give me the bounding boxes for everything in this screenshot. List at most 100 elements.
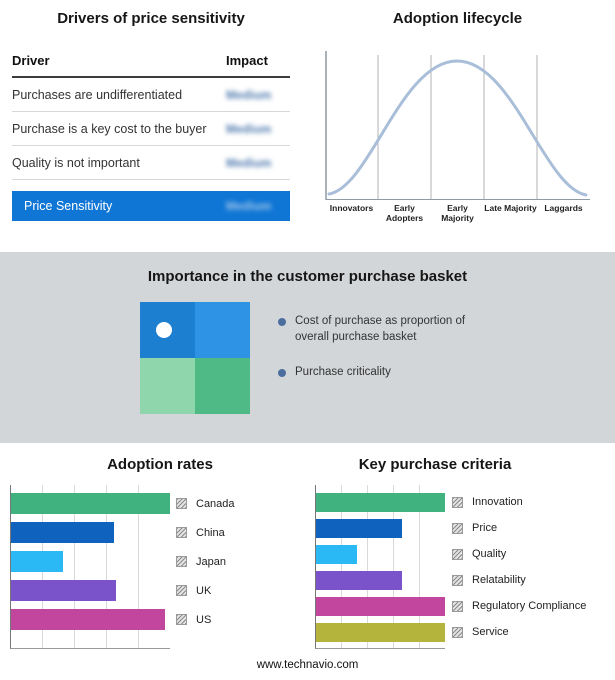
bar-service [316,622,445,642]
driver-cell: Purchase is a key cost to the buyer [12,121,207,136]
legend-label: Canada [196,497,235,510]
basket-legend-item: Cost of purchase as proportion of overal… [278,314,490,345]
bar-slot [11,605,170,634]
legend-label: UK [196,584,212,597]
bullet-icon [278,369,286,378]
bar-slot [316,567,445,593]
legend-row: Relatability [452,567,586,593]
legend-label: Regulatory Compliance [472,600,587,612]
legend-marker-icon [176,556,187,567]
legend-marker-icon [452,600,463,612]
lifecycle-chart [325,51,590,200]
adoption-rates-chart [10,485,170,649]
bar-slot [11,576,170,605]
lifecycle-curve [327,59,588,197]
key-purchase-criteria-chart [315,485,445,649]
bullet-icon [278,318,286,326]
basket-legend-item: Purchase criticality [278,365,490,381]
basket-legend-label: Cost of purchase as proportion of overal… [295,315,466,343]
legend-row: Innovation [452,489,586,515]
purchase-basket-panel: Importance in the customer purchase bask… [0,252,615,443]
bar-relatability [316,570,403,590]
legend-label: Relatability [472,574,526,586]
bar-china [11,522,115,543]
legend-label: Innovation [472,496,523,508]
basket-legend-label: Purchase criticality [295,366,391,379]
adoption-rates-title: Adoption rates [107,456,213,473]
bar-japan [11,551,64,572]
legend-label: Japan [196,555,226,568]
footer-url: www.technavio.com [256,659,359,671]
legend-label: Service [472,626,509,638]
bar-price [316,518,403,538]
drivers-table-header: Driver Impact [12,53,290,78]
driver-row: Purchases are undifferentiated Medium [12,78,290,112]
legend-marker-icon [452,626,463,638]
key-purchase-criteria-legend: Innovation Price Quality Relatability Regula… [452,489,586,645]
bar-slot [11,547,170,576]
legend-marker-icon [176,585,187,596]
legend-marker-icon [176,614,187,625]
bar-slot [316,489,445,515]
legend-marker-icon [452,574,463,586]
legend-row: China [176,518,235,547]
lifecycle-stage-label: Late Majority [484,203,537,213]
bar-slot [316,515,445,541]
lifecycle-stage-label: Early Majority [441,203,474,223]
quadrant-bottom-left [140,358,195,414]
legend-marker-icon [452,522,463,534]
legend-row: UK [176,576,235,605]
driver-column-header: Driver [12,53,50,68]
quadrant-chart [140,302,250,414]
impact-cell: Medium [226,155,272,170]
legend-marker-icon [452,548,463,560]
impact-cell: Medium [226,87,272,102]
bar-slot [316,619,445,645]
bar-slot [11,518,170,547]
lifecycle-stage-label: Innovators [329,203,374,213]
drivers-table-body: Purchases are undifferentiated Medium Purc… [12,78,290,180]
impact-cell: Medium [226,121,272,136]
bar-innovation [316,492,445,512]
legend-label: US [196,613,212,626]
quadrant-top-left [140,302,195,358]
basket-title: Importance in the customer purchase bask… [147,268,468,285]
lifecycle-stage-label: Laggards [544,203,583,213]
legend-row: US [176,605,235,634]
legend-label: Price [472,522,498,534]
legend-row: Regulatory Compliance [452,593,586,619]
driver-cell: Quality is not important [12,155,140,170]
lifecycle-labels: Innovators Early Adopters Early Majority La… [325,203,590,224]
lifecycle-stage-label: Early Adopters [385,203,424,223]
price-sensitivity-row: Price Sensitivity Medium [12,191,290,221]
adoption-rates-legend: Canada China Japan UK US [176,489,235,634]
position-dot [156,322,172,338]
legend-row: Quality [452,541,586,567]
driver-cell: Purchases are undifferentiated [12,87,183,102]
drivers-panel: Drivers of price sensitivity Driver Impa… [12,10,290,221]
basket-legend: Cost of purchase as proportion of overal… [278,314,490,401]
drivers-title: Drivers of price sensitivity [57,10,245,27]
bar-uk [11,580,116,601]
bar-slot [316,593,445,619]
bar-regulatory-compliance [316,596,445,616]
legend-row: Japan [176,547,235,576]
impact-column-header: Impact [226,53,268,68]
legend-marker-icon [176,498,187,509]
legend-label: Quality [472,548,507,560]
quadrant-bottom-right [195,358,250,414]
bar-slot [11,489,170,518]
legend-row: Service [452,619,586,645]
legend-marker-icon [176,527,187,538]
key-purchase-criteria-title: Key purchase criteria [358,456,512,473]
driver-row: Purchase is a key cost to the buyer Mediu… [12,112,290,146]
price-sensitivity-impact: Medium [226,199,272,213]
legend-row: Price [452,515,586,541]
bar-slot [316,541,445,567]
price-sensitivity-label: Price Sensitivity [24,199,113,213]
legend-row: Canada [176,489,235,518]
legend-label: China [196,526,225,539]
adoption-lifecycle-panel: Adoption lifecycle Innovators Early Adopt… [320,10,595,224]
quadrant-top-right [195,302,250,358]
